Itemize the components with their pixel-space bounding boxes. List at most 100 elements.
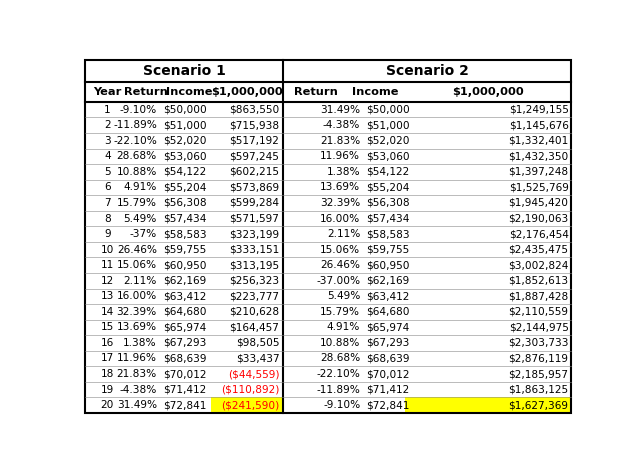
Text: 15.79%: 15.79% — [117, 198, 157, 208]
Text: 16.00%: 16.00% — [320, 213, 360, 224]
Text: 6: 6 — [104, 183, 111, 192]
Text: $164,457: $164,457 — [230, 322, 280, 332]
Bar — [211, 397, 284, 413]
Text: $1,397,248: $1,397,248 — [508, 167, 568, 177]
Text: $597,245: $597,245 — [230, 151, 280, 161]
Text: 1.38%: 1.38% — [326, 167, 360, 177]
Text: $54,122: $54,122 — [367, 167, 410, 177]
Text: $62,169: $62,169 — [163, 276, 207, 286]
Text: 13.69%: 13.69% — [116, 322, 157, 332]
Text: 19: 19 — [100, 385, 114, 395]
Text: $1,000,000: $1,000,000 — [452, 87, 524, 97]
Text: $313,195: $313,195 — [229, 260, 280, 270]
Text: $55,204: $55,204 — [367, 183, 410, 192]
Text: $59,755: $59,755 — [163, 245, 207, 255]
Text: $223,777: $223,777 — [229, 291, 280, 301]
Text: 1: 1 — [104, 105, 111, 115]
Text: 26.46%: 26.46% — [320, 260, 360, 270]
Text: $50,000: $50,000 — [366, 105, 410, 115]
Text: -22.10%: -22.10% — [316, 369, 360, 379]
Text: $67,293: $67,293 — [367, 338, 410, 348]
Text: $1,249,155: $1,249,155 — [509, 105, 568, 115]
Text: 32.39%: 32.39% — [320, 198, 360, 208]
Text: $53,060: $53,060 — [366, 151, 410, 161]
Text: $863,550: $863,550 — [229, 105, 280, 115]
Text: Income: Income — [352, 87, 398, 97]
Text: ($110,892): ($110,892) — [221, 385, 280, 395]
Text: $70,012: $70,012 — [163, 369, 207, 379]
Text: $210,628: $210,628 — [229, 307, 280, 317]
Text: $70,012: $70,012 — [366, 369, 410, 379]
Text: -11.89%: -11.89% — [316, 385, 360, 395]
Text: Scenario 1: Scenario 1 — [143, 64, 225, 78]
Text: $54,122: $54,122 — [163, 167, 207, 177]
Text: 13: 13 — [100, 291, 114, 301]
Text: $52,020: $52,020 — [366, 136, 410, 146]
Text: 11.96%: 11.96% — [320, 151, 360, 161]
Text: 15.06%: 15.06% — [116, 260, 157, 270]
Text: $60,950: $60,950 — [163, 260, 207, 270]
Text: 5: 5 — [104, 167, 111, 177]
Text: 26.46%: 26.46% — [117, 245, 157, 255]
Text: $2,176,454: $2,176,454 — [509, 229, 568, 239]
Text: 13.69%: 13.69% — [320, 183, 360, 192]
Text: $33,437: $33,437 — [236, 353, 280, 364]
Text: $59,755: $59,755 — [367, 245, 410, 255]
Text: $64,680: $64,680 — [366, 307, 410, 317]
Text: $1,145,676: $1,145,676 — [509, 120, 568, 130]
Text: 31.49%: 31.49% — [116, 400, 157, 410]
Text: -37%: -37% — [130, 229, 157, 239]
Text: 9: 9 — [104, 229, 111, 239]
Text: Scenario 2: Scenario 2 — [386, 64, 468, 78]
Text: $573,869: $573,869 — [229, 183, 280, 192]
Text: $68,639: $68,639 — [163, 353, 207, 364]
Text: 4.91%: 4.91% — [124, 183, 157, 192]
Text: $57,434: $57,434 — [367, 213, 410, 224]
Text: $72,841: $72,841 — [367, 400, 410, 410]
Text: $1,887,428: $1,887,428 — [508, 291, 568, 301]
Text: $65,974: $65,974 — [163, 322, 207, 332]
Text: 21.83%: 21.83% — [116, 369, 157, 379]
Text: 32.39%: 32.39% — [116, 307, 157, 317]
Text: 4: 4 — [104, 151, 111, 161]
Text: 7: 7 — [104, 198, 111, 208]
Text: Year: Year — [93, 87, 122, 97]
Text: $98,505: $98,505 — [236, 338, 280, 348]
Text: 2.11%: 2.11% — [327, 229, 360, 239]
Text: $1,945,420: $1,945,420 — [509, 198, 568, 208]
Text: $72,841: $72,841 — [163, 400, 207, 410]
Text: 10.88%: 10.88% — [320, 338, 360, 348]
Text: 11.96%: 11.96% — [117, 353, 157, 364]
Text: 31.49%: 31.49% — [320, 105, 360, 115]
Text: -4.38%: -4.38% — [323, 120, 360, 130]
Text: -11.89%: -11.89% — [113, 120, 157, 130]
Text: $1,863,125: $1,863,125 — [508, 385, 568, 395]
Text: $64,680: $64,680 — [163, 307, 207, 317]
Text: $58,583: $58,583 — [366, 229, 410, 239]
Text: $2,303,733: $2,303,733 — [508, 338, 568, 348]
Text: $51,000: $51,000 — [366, 120, 410, 130]
Text: 28.68%: 28.68% — [320, 353, 360, 364]
Text: $3,002,824: $3,002,824 — [508, 260, 568, 270]
Text: $2,185,957: $2,185,957 — [509, 369, 568, 379]
Text: -9.10%: -9.10% — [120, 105, 157, 115]
Text: $323,199: $323,199 — [229, 229, 280, 239]
Text: 3: 3 — [104, 136, 111, 146]
Text: 28.68%: 28.68% — [116, 151, 157, 161]
Text: -37.00%: -37.00% — [316, 276, 360, 286]
Text: 21.83%: 21.83% — [320, 136, 360, 146]
Text: -22.10%: -22.10% — [113, 136, 157, 146]
Text: $63,412: $63,412 — [367, 291, 410, 301]
Text: $63,412: $63,412 — [163, 291, 207, 301]
Text: $56,308: $56,308 — [163, 198, 207, 208]
Text: $1,432,350: $1,432,350 — [508, 151, 568, 161]
Text: $58,583: $58,583 — [163, 229, 207, 239]
Text: -9.10%: -9.10% — [323, 400, 360, 410]
Text: 4.91%: 4.91% — [327, 322, 360, 332]
Text: 18: 18 — [100, 369, 114, 379]
Text: 10: 10 — [100, 245, 114, 255]
Text: $1,852,613: $1,852,613 — [508, 276, 568, 286]
Text: 15: 15 — [100, 322, 114, 332]
Text: $60,950: $60,950 — [366, 260, 410, 270]
Text: $1,000,000: $1,000,000 — [212, 87, 284, 97]
